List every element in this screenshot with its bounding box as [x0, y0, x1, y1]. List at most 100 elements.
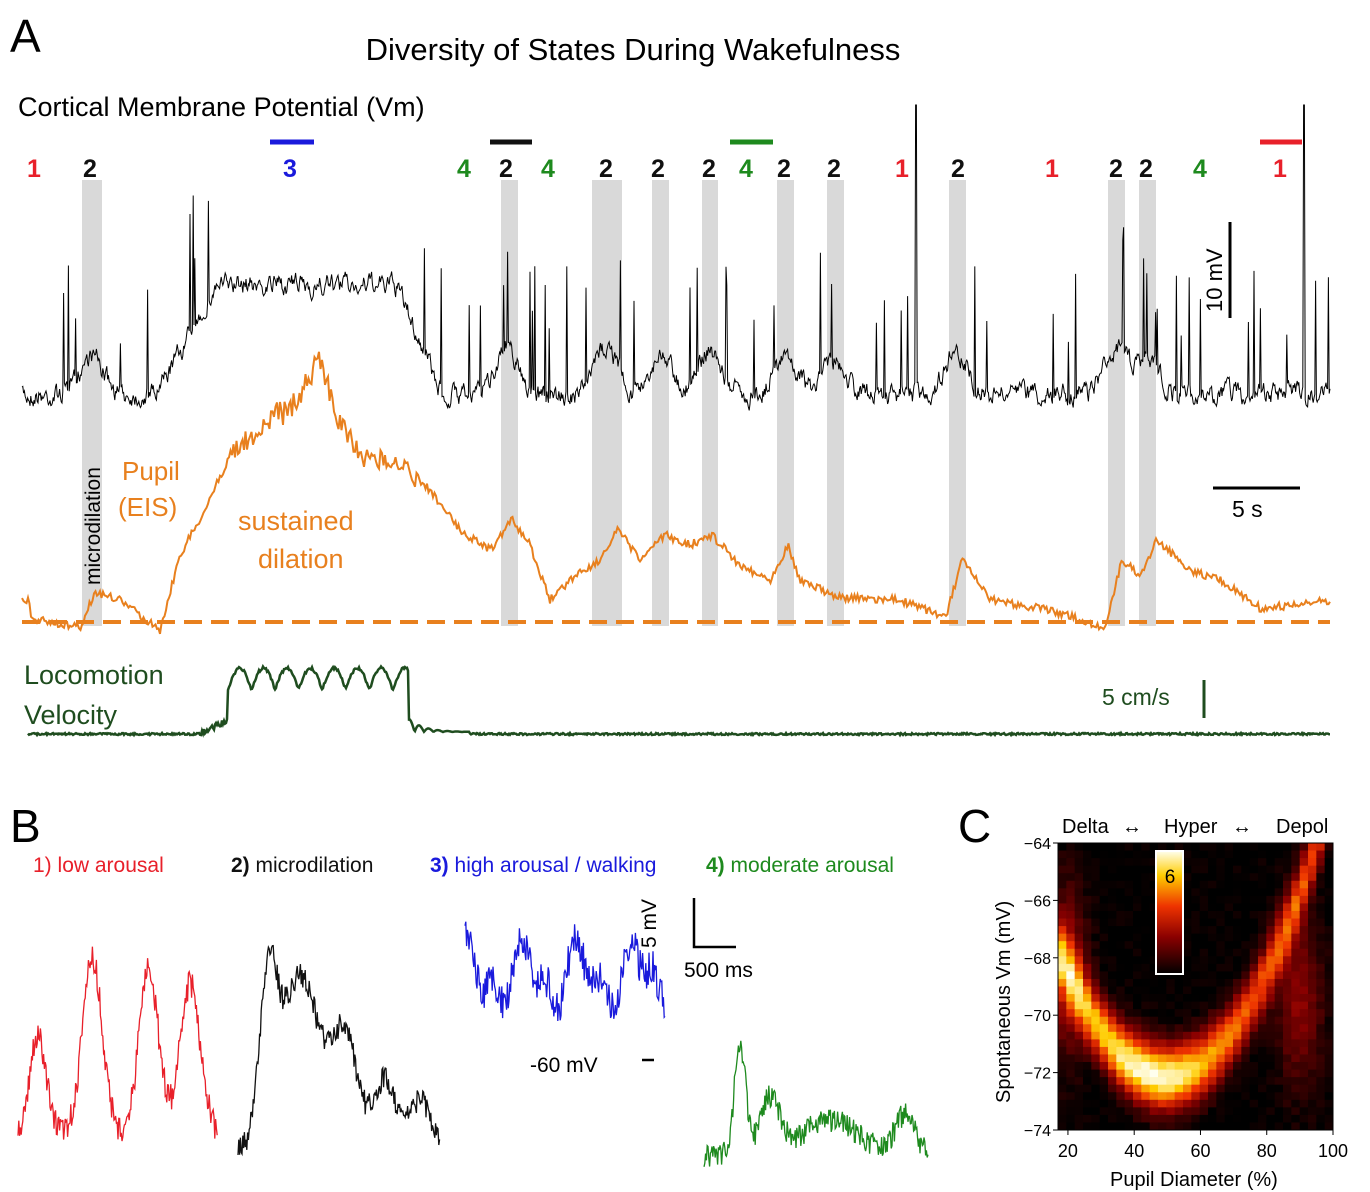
state-label: 1	[1273, 155, 1287, 183]
heatmap-cell	[1083, 1039, 1092, 1048]
heatmap-cell	[1199, 918, 1209, 927]
heatmap-cell	[1274, 1001, 1284, 1010]
heatmap-cell	[1091, 1016, 1101, 1025]
heatmap-cell	[1141, 1031, 1151, 1040]
heatmap-cell	[1158, 1016, 1167, 1025]
heatmap-cell	[1166, 1016, 1176, 1025]
heatmap-cell	[1074, 1092, 1084, 1101]
heatmap-cell	[1258, 963, 1267, 972]
heatmap-cell	[1291, 1046, 1301, 1056]
heatmap-cell	[1299, 956, 1309, 965]
heatmap-cell	[1258, 888, 1267, 897]
heatmap-cell	[1241, 1114, 1251, 1124]
heatmap-cell	[1283, 1069, 1292, 1078]
heatmap-cell	[1183, 956, 1192, 965]
heatmap-cell	[1058, 1069, 1067, 1078]
heatmap-cell	[1216, 978, 1226, 988]
heatmap-cell	[1116, 895, 1126, 905]
heatmap-cell	[1258, 910, 1267, 920]
heatmap-cell	[1266, 926, 1276, 935]
heatmap-cell	[1133, 880, 1142, 889]
heatmap-cell	[1124, 926, 1134, 935]
heatmap-cell	[1166, 843, 1176, 852]
heatmap-cell	[1066, 948, 1076, 957]
heatmap-cell	[1283, 1084, 1292, 1093]
heatmap-cell	[1066, 873, 1076, 882]
heatmap-cell	[1299, 994, 1309, 1003]
heatmap-cell	[1274, 918, 1284, 927]
heatmap-cell	[1091, 1077, 1101, 1086]
heatmap-cell	[1299, 850, 1309, 859]
heatmap-cell	[1324, 843, 1333, 852]
heatmap-cell	[1216, 1077, 1226, 1086]
heatmap-cell	[1224, 1099, 1234, 1108]
heatmap-cell	[1199, 948, 1209, 957]
heatmap-cell	[1116, 978, 1126, 988]
heatmap-cell	[1183, 918, 1192, 927]
heatmap-cell	[1316, 1114, 1326, 1124]
heatmap-cell	[1216, 895, 1226, 905]
heatmap-cell	[1274, 1069, 1284, 1078]
heatmap-cell	[1241, 895, 1251, 905]
heatmap-cell	[1258, 843, 1267, 852]
heatmap-cell	[1074, 918, 1084, 927]
heatmap-cell	[1291, 850, 1301, 859]
heatmap-cell	[1166, 1046, 1176, 1056]
heatmap-cell	[1283, 1092, 1292, 1101]
heatmap-cell	[1133, 1099, 1142, 1108]
heatmap-cell	[1274, 1024, 1284, 1033]
heatmap-cell	[1091, 1069, 1101, 1078]
heatmap-cell	[1291, 880, 1301, 889]
heatmap-cell	[1158, 1001, 1167, 1010]
heatmap-cell	[1266, 1046, 1276, 1056]
heatmap-cell	[1133, 910, 1142, 920]
heatmap-cell	[1058, 895, 1067, 905]
heatmap-cell	[1158, 1092, 1167, 1101]
heatmap-cell	[1141, 918, 1151, 927]
heatmap-cell	[1316, 1031, 1326, 1040]
heatmap-cell	[1124, 994, 1134, 1003]
state-label: 2	[1139, 155, 1153, 183]
heatmap-cell	[1316, 880, 1326, 889]
heatmap-cell	[1241, 910, 1251, 920]
heatmap-cell	[1274, 963, 1284, 972]
heatmap-cell	[1083, 1114, 1092, 1124]
heatmap-cell	[1108, 858, 1117, 867]
heatmap-cell	[1183, 986, 1192, 995]
heatmap-cell	[1091, 994, 1101, 1003]
heatmap-cell	[1083, 986, 1092, 995]
heatmap-cell	[1291, 933, 1301, 942]
heatmap-cell	[1241, 1122, 1251, 1130]
heatmap-cell	[1224, 1077, 1234, 1086]
heatmap-cell	[1158, 1054, 1167, 1063]
heatmap-cell	[1308, 873, 1317, 882]
heatmap-cell	[1241, 1084, 1251, 1093]
heatmap-cell	[1066, 1001, 1076, 1010]
heatmap-cell	[1249, 880, 1259, 889]
heatmap-cell	[1133, 1016, 1142, 1025]
heatmap-cell	[1191, 1031, 1201, 1040]
heatmap-cell	[1108, 1092, 1117, 1101]
heatmap-cell	[1283, 865, 1292, 874]
heatmap-cell	[1283, 1099, 1292, 1108]
heatmap-cell	[1299, 1107, 1309, 1116]
heatmap-cell	[1274, 948, 1284, 957]
heatmap-cell	[1224, 971, 1234, 980]
heatmap-cell	[1149, 1122, 1159, 1130]
heatmap-cell	[1291, 1092, 1301, 1101]
heatmap-cell	[1108, 1114, 1117, 1124]
heatmap-cell	[1066, 858, 1076, 867]
heatmap-cell	[1099, 1099, 1109, 1108]
heatmap-cell	[1224, 986, 1234, 995]
heatmap-cell	[1083, 948, 1092, 957]
pupil-label-2: (EIS)	[118, 492, 177, 522]
panel-b-scale-t: 500 ms	[684, 959, 753, 982]
heatmap-cell	[1133, 843, 1142, 852]
heatmap-cell	[1299, 873, 1309, 882]
heatmap-cell	[1191, 1039, 1201, 1048]
heatmap-cell	[1066, 1039, 1076, 1048]
heatmap-cell	[1266, 971, 1276, 980]
heatmap-cell	[1183, 1016, 1192, 1025]
heatmap-cell	[1308, 1046, 1317, 1056]
heatmap-cell	[1058, 1084, 1067, 1093]
